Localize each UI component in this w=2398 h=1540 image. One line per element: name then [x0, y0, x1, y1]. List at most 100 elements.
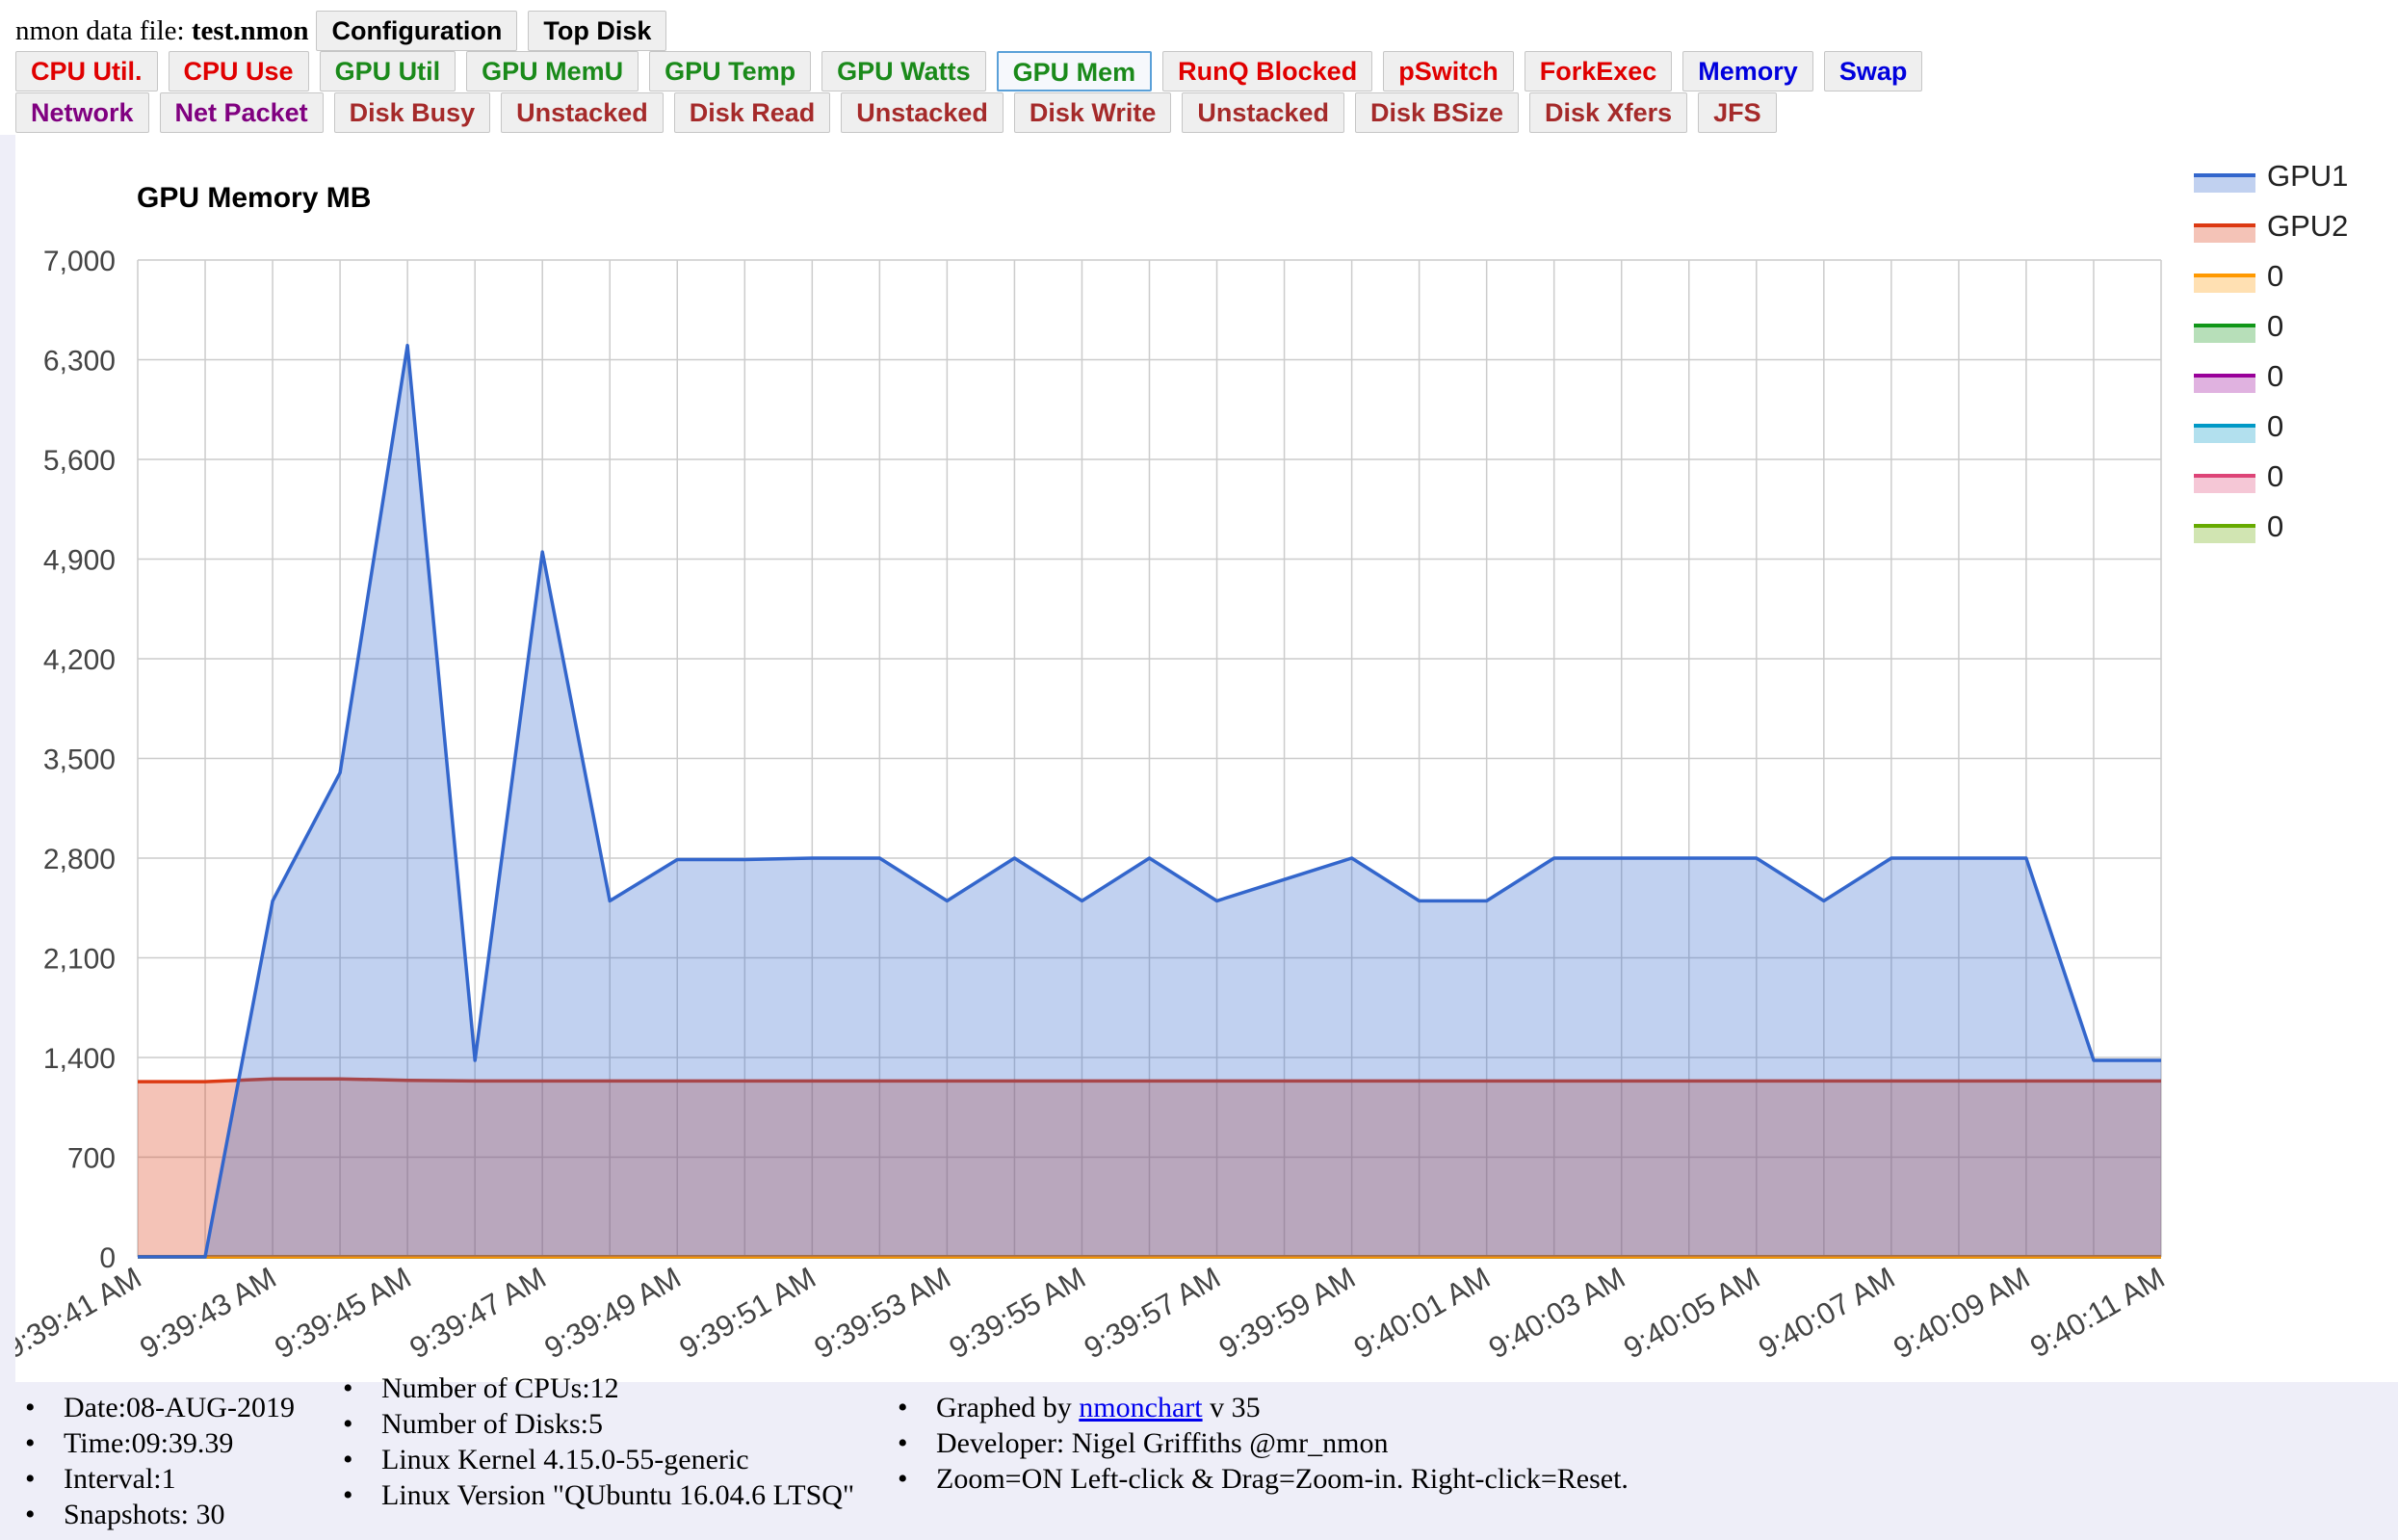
toolbar: nmon data file: test.nmon Configuration T…	[0, 0, 2398, 135]
gpu-memu-button[interactable]: GPU MemU	[466, 51, 639, 91]
legend-swatch	[2194, 376, 2255, 393]
gpu-watts-button[interactable]: GPU Watts	[821, 51, 986, 91]
legend-entry[interactable]: GPU1	[2194, 159, 2348, 193]
y-tick-label: 4,200	[43, 644, 116, 676]
x-tick-label: 9:39:49 AM	[538, 1261, 686, 1366]
legend-swatch	[2194, 275, 2255, 293]
pswitch-button[interactable]: pSwitch	[1383, 51, 1514, 91]
button-row-2: Network Net Packet Disk Busy Unstacked Disk …	[15, 91, 1787, 134]
x-tick-label: 9:40:05 AM	[1618, 1261, 1765, 1366]
legend-swatch	[2194, 476, 2255, 493]
series-line-gpu2-1	[138, 1077, 2161, 1083]
memory-button[interactable]: Memory	[1682, 51, 1813, 91]
disk-bsize-button[interactable]: Disk BSize	[1354, 92, 1520, 133]
y-tick-label: 1,400	[43, 1043, 116, 1075]
y-tick-label: 4,900	[43, 545, 116, 577]
disk-read-button[interactable]: Disk Read	[673, 92, 831, 133]
x-tick-label: 9:39:41 AM	[15, 1261, 147, 1366]
legend-entry[interactable]: 0	[2194, 409, 2283, 443]
x-tick-label: 9:39:51 AM	[674, 1261, 821, 1366]
disks-info: Number of Disks:5	[333, 1406, 854, 1442]
legend-entry[interactable]: 0	[2194, 459, 2283, 493]
x-tick-label: 9:40:01 AM	[1348, 1261, 1496, 1366]
nmonchart-link[interactable]: nmonchart	[1079, 1392, 1203, 1423]
developer-info: Developer: Nigel Griffiths @mr_nmon	[888, 1425, 1629, 1461]
footer-col-credits: Graphed by nmonchart v 35 Developer: Nig…	[888, 1390, 1629, 1497]
date-info: Date:08-AUG-2019	[15, 1390, 295, 1425]
snapshots-info: Snapshots: 30	[15, 1497, 295, 1532]
configuration-button[interactable]: Configuration	[316, 11, 518, 51]
file-row: nmon data file: test.nmon Configuration T…	[15, 8, 677, 54]
unstacked-button[interactable]: Unstacked	[1182, 92, 1344, 133]
x-tick-label: 9:40:09 AM	[1888, 1261, 2035, 1366]
legend-entry[interactable]: 0	[2194, 359, 2283, 393]
interval-info: Interval:1	[15, 1461, 295, 1497]
info-footer: Date:08-AUG-2019 Time:09:39.39 Interval:…	[0, 1370, 2398, 1540]
jfs-button[interactable]: JFS	[1698, 92, 1777, 133]
y-tick-label: 3,500	[43, 744, 116, 776]
series-area-gpu2-1	[138, 1079, 2161, 1257]
x-tick-label: 9:40:03 AM	[1483, 1261, 1630, 1366]
time-info: Time:09:39.39	[15, 1425, 295, 1461]
legend-swatch	[2194, 526, 2255, 543]
disk-xfers-button[interactable]: Disk Xfers	[1529, 92, 1688, 133]
file-label: nmon data file: test.nmon	[15, 14, 309, 46]
x-tick-label: 9:39:53 AM	[809, 1261, 956, 1366]
version-info: Linux Version "QUbuntu 16.04.6 LTSQ"	[333, 1477, 854, 1513]
cpus-info: Number of CPUs:12	[333, 1370, 854, 1406]
legend-swatch	[2194, 426, 2255, 443]
y-tick-label: 7,000	[43, 246, 116, 277]
y-tick-label: 6,300	[43, 346, 116, 378]
cpu-util-button[interactable]: CPU Util.	[15, 51, 158, 91]
footer-col-date: Date:08-AUG-2019 Time:09:39.39 Interval:…	[15, 1390, 295, 1532]
x-tick-label: 9:40:07 AM	[1753, 1261, 1900, 1366]
legend-label: 0	[2267, 409, 2283, 443]
gpu-temp-button[interactable]: GPU Temp	[649, 51, 812, 91]
legend-swatch	[2194, 326, 2255, 343]
gpu-memory-chart[interactable]: GPU Memory MB 0 700 1,400 2,100 2,800 3,500 4,2…	[15, 135, 2398, 1382]
x-tick-label: 9:39:59 AM	[1213, 1261, 1361, 1366]
gpu-util-button[interactable]: GPU Util	[319, 51, 456, 91]
legend-label: 0	[2267, 459, 2283, 493]
legend-entry[interactable]: 0	[2194, 309, 2283, 343]
series-area-gpu1-0	[138, 345, 2161, 1257]
legend-label: GPU1	[2267, 159, 2348, 193]
x-tick-label: 9:39:57 AM	[1079, 1261, 1226, 1366]
y-tick-label: 5,600	[43, 445, 116, 477]
legend-entry[interactable]: GPU2	[2194, 209, 2348, 243]
file-name: test.nmon	[191, 14, 309, 46]
x-tick-label: 9:39:55 AM	[944, 1261, 1091, 1366]
cpu-use-button[interactable]: CPU Use	[168, 51, 309, 91]
disk-write-button[interactable]: Disk Write	[1013, 92, 1172, 133]
net-packet-button[interactable]: Net Packet	[159, 92, 324, 133]
y-tick-label: 2,100	[43, 944, 116, 976]
legend-label: 0	[2267, 309, 2283, 343]
x-tick-label: 9:39:47 AM	[404, 1261, 551, 1366]
legend-swatch	[2194, 225, 2255, 243]
top-disk-button[interactable]: Top Disk	[528, 11, 667, 51]
legend-label: GPU2	[2267, 209, 2348, 243]
legend-label: 0	[2267, 359, 2283, 393]
legend-entry[interactable]: 0	[2194, 509, 2283, 543]
y-tick-label: 700	[67, 1143, 116, 1175]
swap-button[interactable]: Swap	[1823, 51, 1923, 91]
gpu-mem-button[interactable]: GPU Mem	[996, 51, 1153, 91]
runq-blocked-button[interactable]: RunQ Blocked	[1162, 51, 1373, 91]
chart-panel[interactable]: GPU Memory MB 0 700 1,400 2,100 2,800 3,500 4,2…	[15, 135, 2398, 1382]
legend-swatch	[2194, 175, 2255, 193]
chart-title: GPU Memory MB	[137, 182, 371, 214]
network-button[interactable]: Network	[15, 92, 149, 133]
x-tick-label: 9:39:45 AM	[269, 1261, 416, 1366]
graphed-by: Graphed by nmonchart v 35	[888, 1390, 1629, 1425]
legend-label: 0	[2267, 259, 2283, 293]
unstacked-button[interactable]: Unstacked	[841, 92, 1004, 133]
x-tick-label: 9:40:11 AM	[2024, 1261, 2170, 1365]
unstacked-button[interactable]: Unstacked	[501, 92, 664, 133]
button-row-1: CPU Util. CPU Use GPU Util GPU MemU GPU Temp…	[15, 50, 1933, 92]
y-tick-label: 0	[99, 1242, 116, 1274]
forkexec-button[interactable]: ForkExec	[1524, 51, 1673, 91]
legend-entry[interactable]: 0	[2194, 259, 2283, 293]
legend-label: 0	[2267, 509, 2283, 543]
disk-busy-button[interactable]: Disk Busy	[333, 92, 491, 133]
kernel-info: Linux Kernel 4.15.0-55-generic	[333, 1442, 854, 1477]
